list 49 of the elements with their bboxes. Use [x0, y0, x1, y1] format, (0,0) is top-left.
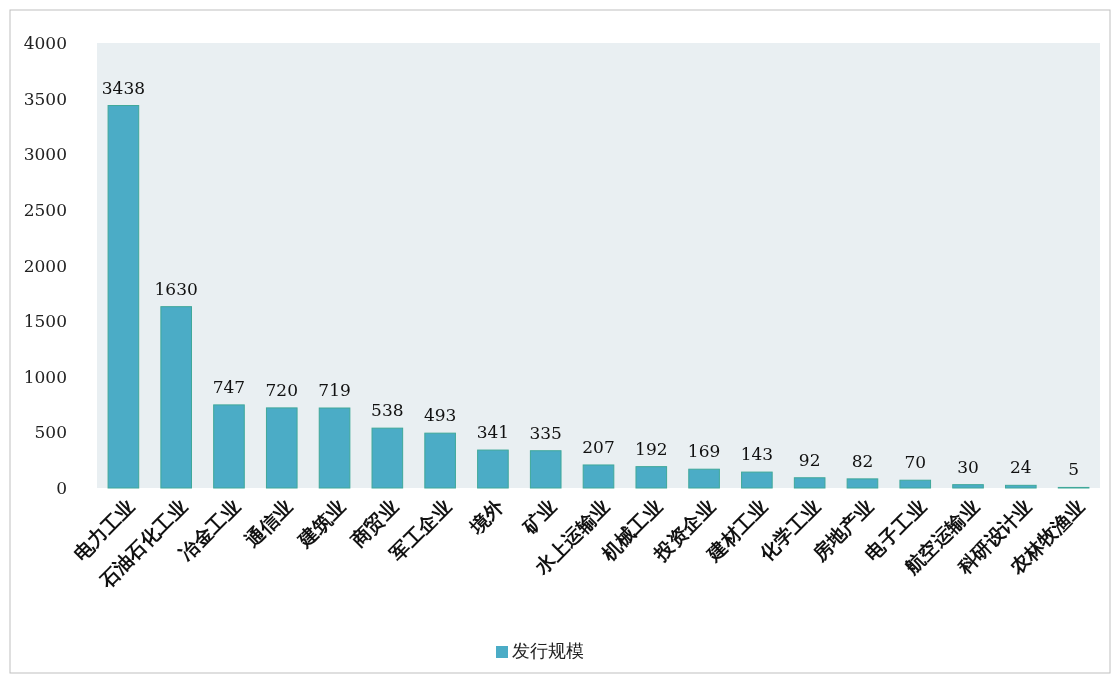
y-tick-label: 4000	[23, 33, 67, 53]
data-label: 719	[318, 380, 351, 401]
data-label: 169	[687, 441, 721, 462]
data-label: 24	[1010, 457, 1032, 478]
data-label: 493	[423, 405, 457, 426]
y-tick-label: 500	[34, 422, 67, 443]
y-tick-label: 2500	[23, 199, 67, 220]
y-tick-label: 3500	[23, 88, 67, 109]
data-label: 341	[476, 422, 510, 443]
bar	[688, 468, 720, 489]
y-tick-label: 2000	[23, 255, 67, 276]
bar	[371, 427, 404, 489]
legend-label: 发行规模	[512, 640, 584, 661]
data-label: 82	[851, 450, 874, 471]
bar	[213, 404, 245, 489]
bar	[160, 306, 192, 489]
data-label: 5	[1068, 459, 1080, 480]
data-label: 207	[582, 436, 615, 457]
data-label: 720	[265, 379, 298, 400]
x-tick-label: 境外	[464, 494, 509, 539]
data-label: 192	[635, 438, 668, 459]
data-label: 92	[798, 449, 821, 470]
y-tick-label: 3000	[23, 144, 67, 165]
bar	[952, 484, 984, 489]
y-tick-label: 0	[56, 478, 67, 498]
data-label: 538	[371, 400, 404, 421]
data-label: 747	[212, 376, 246, 397]
bar	[107, 105, 140, 489]
bar	[899, 479, 932, 489]
data-label: 3438	[101, 77, 146, 98]
y-tick-label: 1500	[23, 311, 67, 332]
x-tick-label: 矿业	[517, 495, 561, 539]
data-label: 1630	[154, 278, 198, 299]
bar	[265, 407, 298, 489]
data-label: 30	[957, 456, 979, 477]
bar	[1005, 484, 1037, 489]
bar	[741, 471, 773, 489]
y-tick-label: 1000	[23, 366, 67, 387]
bar	[529, 450, 562, 489]
data-label: 335	[529, 422, 562, 443]
bar	[793, 477, 826, 489]
bar	[582, 464, 615, 489]
bar	[635, 466, 668, 489]
data-label: 70	[904, 452, 927, 473]
data-label: 143	[740, 444, 774, 465]
bar	[424, 432, 456, 489]
bar	[846, 478, 879, 489]
bar	[477, 449, 509, 489]
bar	[318, 407, 351, 489]
